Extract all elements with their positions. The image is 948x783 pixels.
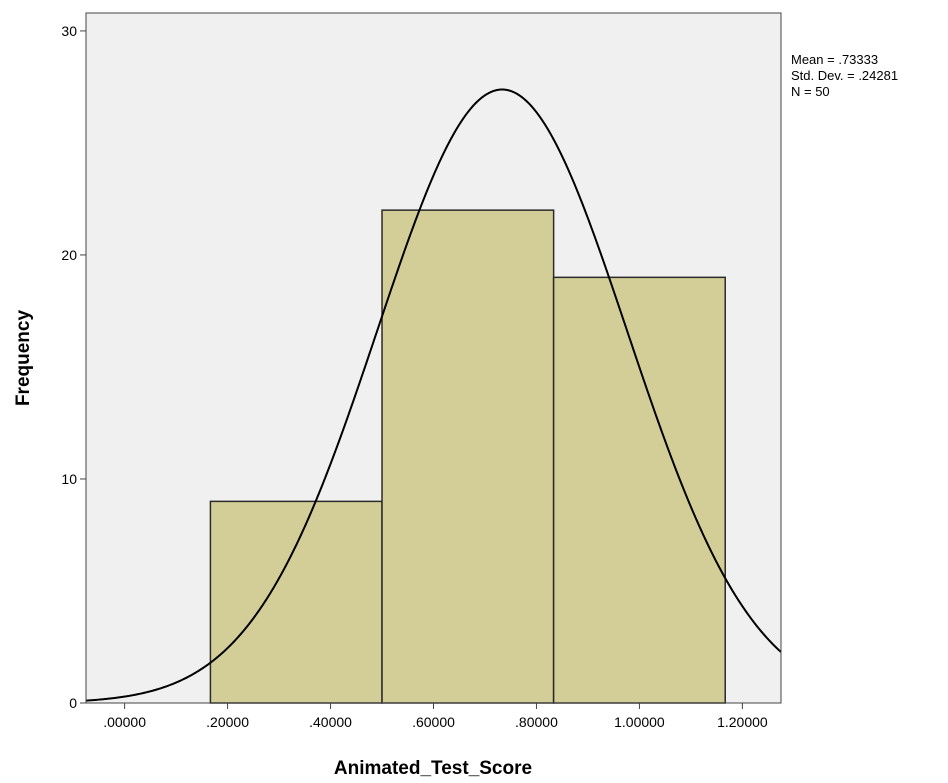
stats-mean: Mean = .73333	[791, 52, 878, 67]
normal-curve	[85, 88, 782, 702]
y-axis: 0 10 20 30	[61, 23, 86, 711]
stats-n: N = 50	[791, 84, 830, 99]
x-tick-label: .00000	[103, 714, 146, 730]
y-tick-label: 10	[61, 471, 77, 487]
x-tick-label: .20000	[206, 714, 249, 730]
x-axis-title: Animated_Test_Score	[334, 758, 532, 779]
histogram-bar-1	[209, 500, 383, 704]
x-tick-label: .40000	[309, 714, 352, 730]
histogram-bars	[209, 209, 726, 704]
x-tick-label: .60000	[412, 714, 455, 730]
x-tick-label: .80000	[515, 714, 558, 730]
histogram-bar-2	[381, 209, 555, 704]
y-tick-label: 30	[61, 23, 77, 39]
y-axis-title: Frequency	[13, 310, 34, 407]
histogram-bar-3	[552, 276, 726, 704]
x-tick-label: 1.20000	[717, 714, 768, 730]
x-tick-label: 1.00000	[614, 714, 665, 730]
y-tick-label: 0	[69, 695, 77, 711]
x-axis: .00000 .20000 .40000 .60000 .80000 1.00000 1.2…	[103, 703, 768, 730]
stats-std-dev: Std. Dev. = .24281	[791, 68, 898, 83]
y-tick-label: 20	[61, 247, 77, 263]
summary-statistics: Mean = .73333 Std. Dev. = .24281 N = 50	[791, 52, 898, 99]
